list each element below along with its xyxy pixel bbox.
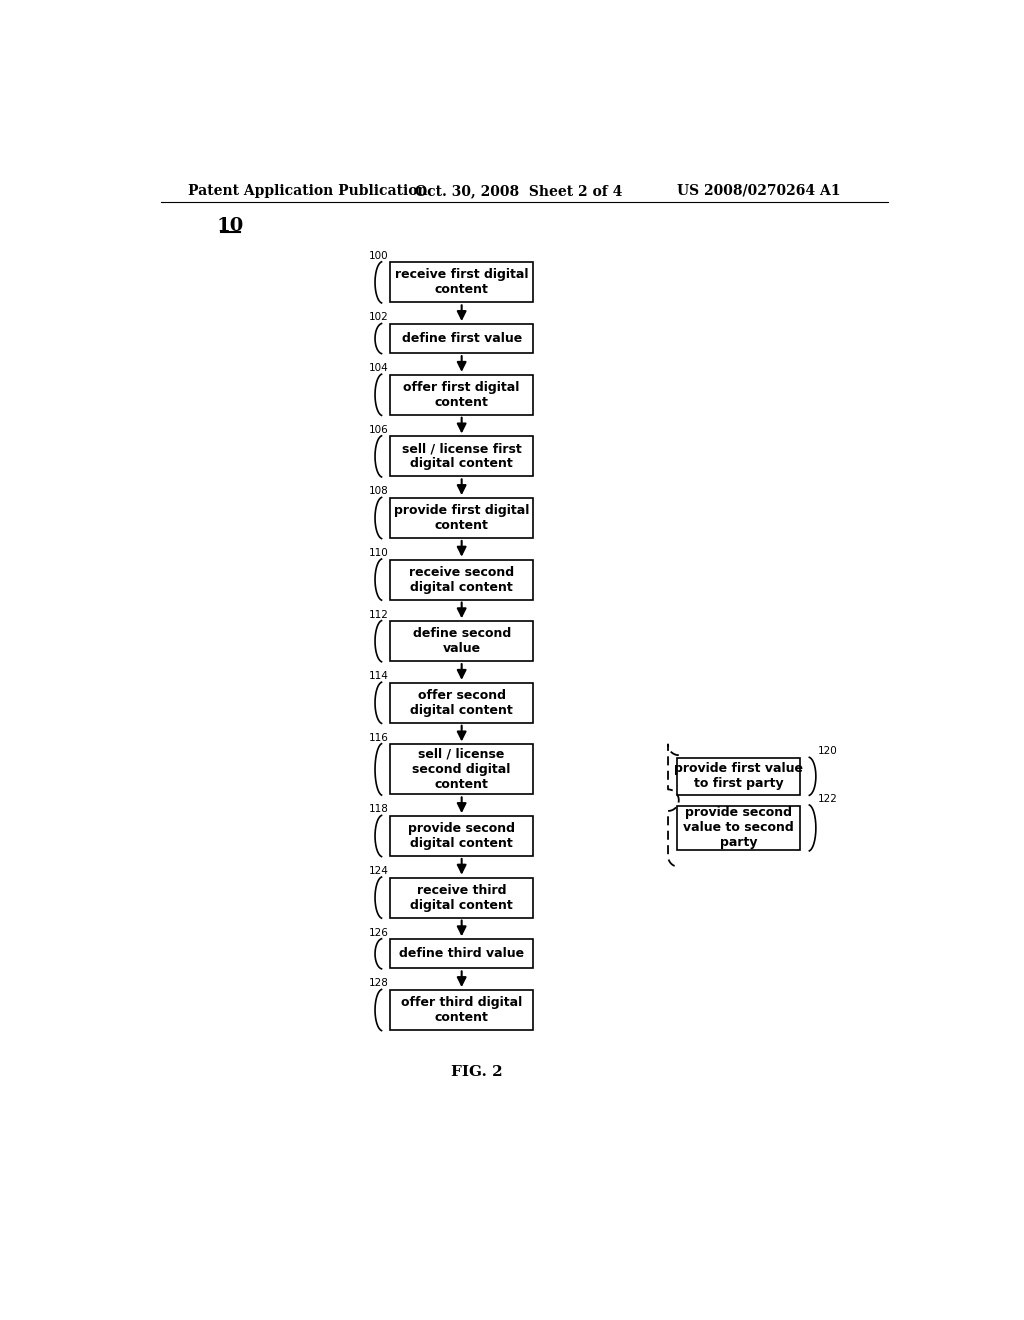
FancyBboxPatch shape <box>390 682 532 723</box>
FancyBboxPatch shape <box>677 758 801 795</box>
Text: offer first digital
content: offer first digital content <box>403 380 520 409</box>
Text: 104: 104 <box>369 363 389 374</box>
Text: 110: 110 <box>369 548 389 558</box>
Text: provide second
value to second
party: provide second value to second party <box>683 807 795 849</box>
Text: 10: 10 <box>217 218 245 235</box>
Text: 108: 108 <box>369 487 389 496</box>
Text: 100: 100 <box>370 251 389 261</box>
Text: define first value: define first value <box>401 333 522 345</box>
FancyBboxPatch shape <box>390 744 532 795</box>
Text: receive second
digital content: receive second digital content <box>410 565 514 594</box>
Text: 118: 118 <box>369 804 389 814</box>
Text: 126: 126 <box>369 928 389 937</box>
Text: sell / license first
digital content: sell / license first digital content <box>401 442 521 470</box>
FancyBboxPatch shape <box>390 622 532 661</box>
Text: 128: 128 <box>369 978 389 989</box>
Text: 106: 106 <box>369 425 389 434</box>
Text: provide second
digital content: provide second digital content <box>409 822 515 850</box>
FancyBboxPatch shape <box>390 990 532 1030</box>
FancyBboxPatch shape <box>390 375 532 414</box>
Text: 102: 102 <box>369 313 389 322</box>
Text: define third value: define third value <box>399 948 524 961</box>
FancyBboxPatch shape <box>390 263 532 302</box>
FancyBboxPatch shape <box>390 940 532 969</box>
Text: receive third
digital content: receive third digital content <box>411 883 513 912</box>
Text: US 2008/0270264 A1: US 2008/0270264 A1 <box>677 183 841 198</box>
Text: 120: 120 <box>817 746 838 756</box>
Text: 116: 116 <box>369 733 389 743</box>
Text: Patent Application Publication: Patent Application Publication <box>188 183 428 198</box>
Text: FIG. 2: FIG. 2 <box>452 1065 503 1080</box>
FancyBboxPatch shape <box>390 437 532 477</box>
FancyBboxPatch shape <box>390 816 532 857</box>
Text: provide first digital
content: provide first digital content <box>394 504 529 532</box>
Text: 112: 112 <box>369 610 389 619</box>
Text: Oct. 30, 2008  Sheet 2 of 4: Oct. 30, 2008 Sheet 2 of 4 <box>416 183 623 198</box>
FancyBboxPatch shape <box>390 323 532 354</box>
Text: offer second
digital content: offer second digital content <box>411 689 513 717</box>
Text: receive first digital
content: receive first digital content <box>395 268 528 297</box>
Text: define second
value: define second value <box>413 627 511 655</box>
Text: provide first value
to first party: provide first value to first party <box>675 763 804 791</box>
FancyBboxPatch shape <box>390 498 532 539</box>
FancyBboxPatch shape <box>390 878 532 917</box>
FancyBboxPatch shape <box>390 560 532 599</box>
Text: offer third digital
content: offer third digital content <box>401 997 522 1024</box>
FancyBboxPatch shape <box>677 805 801 850</box>
Text: 114: 114 <box>369 672 389 681</box>
Text: 122: 122 <box>817 795 838 804</box>
Text: sell / license
second digital
content: sell / license second digital content <box>413 748 511 791</box>
Text: 124: 124 <box>369 866 389 876</box>
